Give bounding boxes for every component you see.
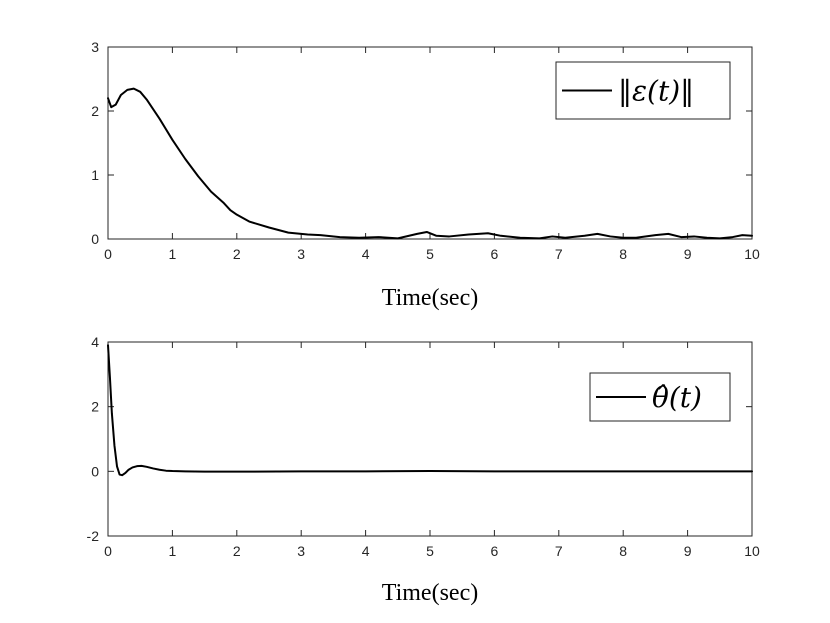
x-tick-label-0-5: 5 [426,246,434,262]
x-tick-label-1-8: 8 [619,543,627,559]
y-tick-label-1-2: 2 [91,399,99,415]
x-tick-label-0-6: 6 [491,246,499,262]
y-tick-label-0-2: 2 [91,103,99,119]
x-tick-label-1-6: 6 [491,543,499,559]
x-tick-label-1-7: 7 [555,543,563,559]
y-tick-label-0-3: 3 [91,39,99,55]
x-tick-label-1-10: 10 [744,543,760,559]
x-tick-label-1-4: 4 [362,543,370,559]
axes-box-1 [107,341,753,537]
x-axis-label-0: Time(sec) [382,285,478,311]
x-tick-label-0-7: 7 [555,246,563,262]
top-plot-panel: 0 1 2 3 4 5 6 7 8 9 10 0 1 2 3 Time(sec) ‖ε(t)‖ [91,39,760,311]
x-tick-label-1-1: 1 [169,543,177,559]
y-tick-label-1-3: 4 [91,334,99,350]
x-tick-label-0-3: 3 [297,246,305,262]
x-tick-label-0-4: 4 [362,246,370,262]
x-tick-label-0-9: 9 [684,246,692,262]
x-tick-label-0-1: 1 [169,246,177,262]
x-tick-label-1-0: 0 [104,543,112,559]
x-tick-label-0-8: 8 [619,246,627,262]
series-line-1-0 [107,344,753,477]
x-axis-label-1: Time(sec) [382,580,478,606]
x-tick-label-1-3: 3 [297,543,305,559]
series-line-0-0 [107,87,753,240]
x-tick-label-1-2: 2 [233,543,241,559]
y-tick-label-1-1: 0 [91,463,99,479]
x-tick-label-1-5: 5 [426,543,434,559]
x-tick-label-1-9: 9 [684,543,692,559]
y-tick-label-0-0: 0 [91,231,99,247]
legend-label-1: θ̂(t) [652,381,702,414]
x-tick-label-0-10: 10 [744,246,760,262]
y-tick-label-0-1: 1 [91,167,99,183]
x-tick-label-0-0: 0 [104,246,112,262]
y-tick-label-1-0: -2 [87,528,100,544]
x-tick-label-0-2: 2 [233,246,241,262]
legend-label-0: ‖ε(t)‖ [618,75,694,108]
